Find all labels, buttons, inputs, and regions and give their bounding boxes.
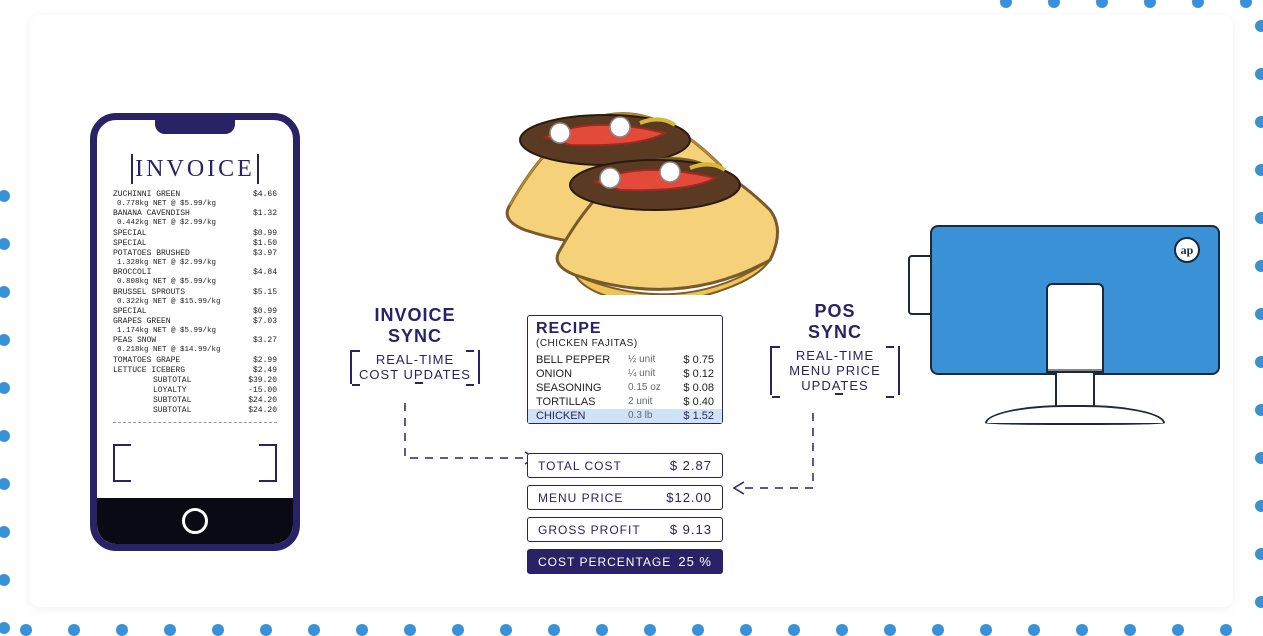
invoice-line: BROCCOLI$4.84 bbox=[113, 268, 277, 278]
pos-sync-label: POS SYNC REAL-TIME MENU PRICE UPDATES bbox=[770, 301, 900, 395]
pos-sync-title-l1: POS bbox=[770, 301, 900, 322]
invoice-total-line: SUBTOTAL$39.20 bbox=[113, 376, 277, 386]
menu-price-value: $12.00 bbox=[666, 490, 712, 505]
invoice-line-detail: 0.218kg NET @ $14.99/kg bbox=[113, 346, 277, 355]
gross-profit-label: GROSS PROFIT bbox=[538, 523, 641, 537]
invoice-line: SPECIAL$0.99 bbox=[113, 307, 277, 317]
gross-profit-value: $ 9.13 bbox=[670, 522, 712, 537]
invoice-line: PEAS SNOW$3.27 bbox=[113, 336, 277, 346]
invoice-line-detail: 0.808kg NET @ $5.99/kg bbox=[113, 278, 277, 287]
recipe-ingredient-row: TORTILLAS2 unit$ 0.40 bbox=[528, 395, 722, 409]
total-cost-label: TOTAL COST bbox=[538, 459, 622, 473]
recipe-card: RECIPE (CHICKEN FAJITAS) BELL PEPPER½ un… bbox=[527, 315, 723, 424]
menu-price-label: MENU PRICE bbox=[538, 491, 623, 505]
invoice-sync-sub-l1: REAL-TIME bbox=[358, 352, 472, 367]
pos-base bbox=[985, 405, 1165, 425]
recipe-title: RECIPE bbox=[528, 316, 722, 338]
total-cost-pill: TOTAL COST $ 2.87 bbox=[527, 453, 723, 478]
invoice-line-detail: 0.442kg NET @ $2.99/kg bbox=[113, 219, 277, 228]
invoice-total-line: SUBTOTAL$24.20 bbox=[113, 406, 277, 416]
invoice-line: POTATOES BRUSHED$3.97 bbox=[113, 249, 277, 259]
pos-mount bbox=[1046, 283, 1104, 373]
invoice-line: SPECIAL$1.50 bbox=[113, 239, 277, 249]
invoice-sync-label: INVOICE SYNC REAL-TIME COST UPDATES bbox=[350, 305, 480, 384]
infographic-card: INVOICE ZUCHINNI GREEN$4.660.778kg NET @… bbox=[30, 15, 1233, 607]
invoice-line-detail: 1.174kg NET @ $5.99/kg bbox=[113, 327, 277, 336]
invoice-total-line: SUBTOTAL$24.20 bbox=[113, 396, 277, 406]
invoice-title: INVOICE bbox=[113, 154, 277, 184]
invoice-line: LETTUCE ICEBERG$2.49 bbox=[113, 366, 277, 376]
invoice-line: BRUSSEL SPROUTS$5.15 bbox=[113, 288, 277, 298]
arrow-pos-to-recipe bbox=[728, 413, 848, 503]
invoice-sync-title-l2: SYNC bbox=[350, 326, 480, 347]
invoice-receipt: INVOICE ZUCHINNI GREEN$4.660.778kg NET @… bbox=[109, 148, 281, 484]
invoice-line: GRAPES GREEN$7.03 bbox=[113, 317, 277, 327]
cost-percentage-label: COST PERCENTAGE bbox=[538, 555, 671, 569]
recipe-subtitle: (CHICKEN FAJITAS) bbox=[528, 338, 722, 353]
invoice-line-detail: 0.778kg NET @ $5.99/kg bbox=[113, 200, 277, 209]
phone-mockup: INVOICE ZUCHINNI GREEN$4.660.778kg NET @… bbox=[90, 113, 300, 551]
home-button-icon bbox=[182, 508, 208, 534]
menu-price-pill: MENU PRICE $12.00 bbox=[527, 485, 723, 510]
pos-sync-sub-l1: REAL-TIME bbox=[778, 348, 892, 363]
cost-percentage-value: 25 % bbox=[678, 554, 712, 569]
total-cost-value: $ 2.87 bbox=[670, 458, 712, 473]
invoice-total-line: LOYALTY-15.00 bbox=[113, 386, 277, 396]
pos-neck bbox=[1055, 373, 1095, 409]
pos-sync-sub-l2: MENU PRICE bbox=[778, 363, 892, 378]
invoice-line: BANANA CAVENDISH$1.32 bbox=[113, 209, 277, 219]
pos-terminal-illustration: ap bbox=[930, 225, 1220, 445]
invoice-line: SPECIAL$0.99 bbox=[113, 229, 277, 239]
invoice-line: ZUCHINNI GREEN$4.66 bbox=[113, 190, 277, 200]
invoice-line-detail: 0.322kg NET @ $15.99/kg bbox=[113, 298, 277, 307]
pos-sync-sub-l3: UPDATES bbox=[778, 378, 892, 393]
recipe-ingredient-row: CHICKEN0.3 lb$ 1.52 bbox=[528, 409, 722, 423]
invoice-line: TOMATOES GRAPE$2.99 bbox=[113, 356, 277, 366]
pos-sync-title-l2: SYNC bbox=[770, 322, 900, 343]
phone-notch bbox=[155, 120, 235, 134]
pos-screen: ap bbox=[930, 225, 1220, 375]
recipe-ingredient-row: ONION¼ unit$ 0.12 bbox=[528, 367, 722, 381]
cost-percentage-pill: COST PERCENTAGE 25 % bbox=[527, 549, 723, 574]
recipe-ingredient-row: SEASONING0.15 oz$ 0.08 bbox=[528, 381, 722, 395]
gross-profit-pill: GROSS PROFIT $ 9.13 bbox=[527, 517, 723, 542]
pos-logo-icon: ap bbox=[1174, 237, 1200, 263]
invoice-line-detail: 1.328kg NET @ $2.99/kg bbox=[113, 259, 277, 268]
arrow-invoice-to-recipe bbox=[385, 403, 545, 483]
invoice-sync-title-l1: INVOICE bbox=[350, 305, 480, 326]
invoice-sync-sub-l2: COST UPDATES bbox=[358, 367, 472, 382]
recipe-ingredient-row: BELL PEPPER½ unit$ 0.75 bbox=[528, 353, 722, 367]
phone-home-bar bbox=[97, 498, 293, 544]
tacos-illustration bbox=[460, 75, 790, 295]
